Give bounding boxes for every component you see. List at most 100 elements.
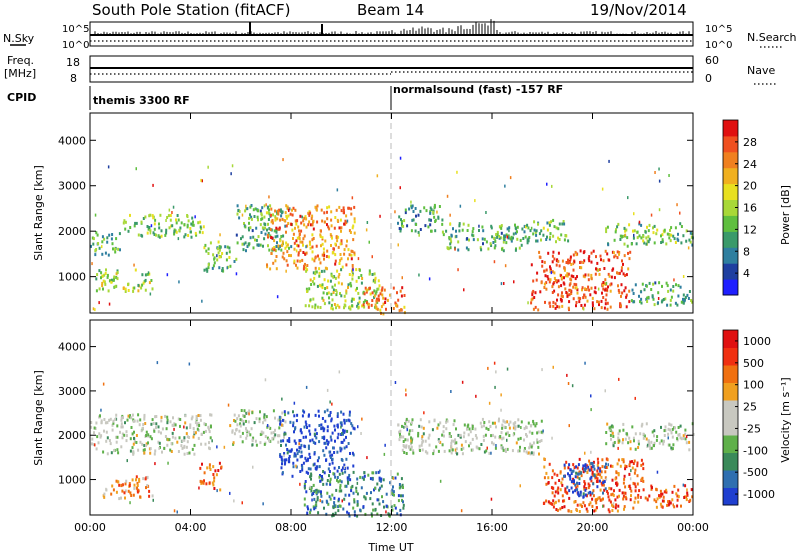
velocity-data-cells <box>90 361 695 518</box>
data-cell <box>375 299 378 303</box>
data-cell <box>310 477 312 481</box>
data-cell <box>228 250 231 254</box>
data-cell <box>376 174 379 178</box>
data-cell <box>643 288 646 292</box>
data-cell <box>148 226 151 229</box>
data-cell <box>270 207 273 211</box>
data-cell <box>500 446 503 450</box>
data-cell <box>297 253 300 257</box>
data-cell <box>311 438 314 442</box>
data-cell <box>309 242 311 246</box>
data-cell <box>308 413 310 417</box>
data-cell <box>273 229 276 233</box>
data-cell <box>408 432 411 436</box>
data-cell <box>504 264 507 268</box>
data-cell <box>270 252 273 255</box>
data-cell <box>613 441 616 444</box>
data-cell <box>574 475 577 479</box>
data-cell <box>217 469 220 472</box>
data-cell <box>591 491 594 495</box>
data-cell <box>296 458 299 462</box>
data-cell <box>543 286 546 289</box>
data-cell <box>643 241 646 245</box>
data-cell <box>645 284 648 288</box>
data-cell <box>170 450 173 453</box>
data-cell <box>372 471 375 475</box>
data-cell <box>128 415 131 419</box>
data-cell <box>344 493 347 497</box>
data-cell <box>314 256 317 260</box>
data-cell <box>149 292 152 296</box>
data-cell <box>331 285 334 289</box>
data-cell <box>233 413 236 417</box>
data-cell <box>278 226 281 230</box>
data-cell <box>572 479 575 483</box>
data-cell <box>124 421 126 425</box>
data-cell <box>403 445 406 449</box>
data-cell <box>311 257 314 261</box>
data-cell <box>632 229 634 233</box>
data-cell <box>130 426 133 429</box>
data-cell <box>97 441 100 445</box>
data-cell <box>134 221 137 225</box>
data-cell <box>375 471 378 475</box>
data-cell <box>250 215 253 219</box>
data-cell <box>562 499 564 503</box>
colorbar-tick-label: -1000 <box>743 488 775 501</box>
data-cell <box>347 248 350 252</box>
data-cell <box>671 447 674 451</box>
data-cell <box>313 497 316 501</box>
data-cell <box>299 455 302 459</box>
data-cell <box>402 440 405 443</box>
data-cell <box>596 464 599 467</box>
data-cell <box>588 503 591 507</box>
nsearch-tick-bottom: 10^0 <box>705 40 732 51</box>
data-cell <box>110 492 113 496</box>
data-cell <box>685 239 688 243</box>
data-cell <box>353 253 356 257</box>
data-cell <box>396 472 399 476</box>
data-cell <box>488 401 491 405</box>
colorbar-tick-label: -500 <box>743 466 768 479</box>
data-cell <box>343 294 346 298</box>
data-cell <box>105 487 107 491</box>
data-cell <box>627 267 630 271</box>
data-cell <box>457 433 460 437</box>
data-cell <box>548 301 551 305</box>
data-cell <box>482 229 485 233</box>
data-cell <box>373 272 376 276</box>
data-cell <box>513 280 515 284</box>
data-cell <box>468 238 470 242</box>
data-cell <box>327 440 330 444</box>
data-cell <box>341 458 344 462</box>
data-cell <box>551 254 554 258</box>
colorbar-segment <box>723 167 738 185</box>
data-cell <box>322 291 325 295</box>
data-cell <box>629 487 632 490</box>
data-cell <box>616 225 619 229</box>
data-cell <box>517 424 520 428</box>
data-cell <box>504 450 507 453</box>
data-cell <box>576 275 578 279</box>
data-cell <box>269 426 272 430</box>
data-cell <box>246 411 249 415</box>
data-cell <box>326 223 328 227</box>
data-cell <box>364 497 367 501</box>
data-cell <box>362 303 365 307</box>
data-cell <box>468 444 470 448</box>
data-cell <box>682 234 685 238</box>
data-cell <box>590 251 593 255</box>
data-cell <box>135 478 137 482</box>
data-cell <box>278 434 281 438</box>
data-cell <box>147 271 150 275</box>
data-cell <box>553 501 556 505</box>
data-cell <box>279 422 282 426</box>
data-cell <box>501 426 504 430</box>
data-cell <box>630 489 633 493</box>
data-cell <box>268 227 271 231</box>
data-cell <box>267 438 270 442</box>
data-cell <box>677 495 680 499</box>
data-cell <box>282 251 285 255</box>
data-cell <box>339 484 342 487</box>
data-cell <box>207 252 210 255</box>
